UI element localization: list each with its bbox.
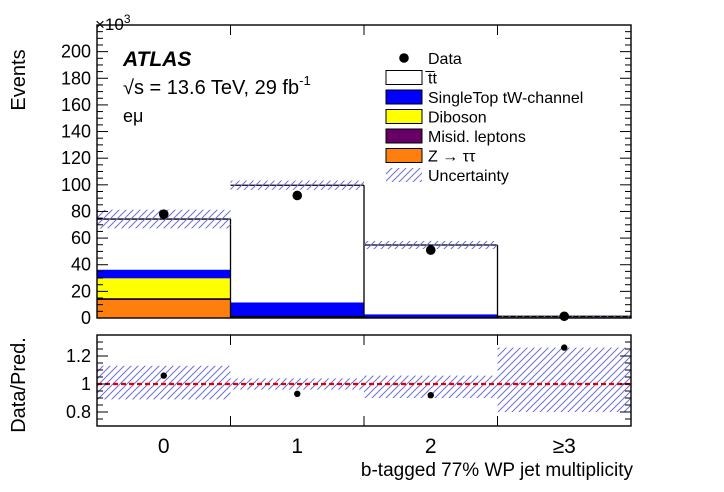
x-tick-label-0: 0 [158, 435, 170, 458]
ratio-y-axis-label: Data/Pred. [8, 337, 30, 433]
x-tick-label-3: ≥3 [553, 435, 576, 458]
atlas-label: ATLAS [122, 48, 191, 71]
legend-label-0: Data [428, 51, 462, 68]
channel-label: eμ [123, 106, 143, 126]
data-point-1 [292, 190, 303, 201]
x-tick-label-2: 2 [425, 435, 437, 458]
legend-marker-1 [385, 70, 423, 85]
legend-label-2: SingleTop tW-channel [428, 90, 583, 107]
x-axis-label: b-tagged 77% WP jet multiplicity [361, 460, 634, 481]
main-y-tick-label-40: 40 [71, 255, 91, 275]
legend-marker-4 [385, 128, 423, 144]
main-y-tick-label-80: 80 [71, 201, 91, 221]
main-y-axis-label: Events [8, 49, 30, 110]
energy-luminosity-label: √s = 13.6 TeV, 29 fb-1 [123, 73, 311, 99]
main-y-tick-label-20: 20 [71, 281, 91, 301]
legend-label-5: Z → ττ [428, 149, 476, 166]
ratio-panel: 0.8 1 1.2 0 1 2 ≥3 [66, 334, 632, 458]
y-scale-factor: ×103 [95, 12, 131, 34]
ratio-y-tick-label-1.2: 1.2 [66, 346, 91, 366]
ratio-point-2 [427, 392, 434, 399]
main-y-tick-label-100: 100 [61, 175, 91, 195]
uncertainty-band-0 [97, 209, 231, 229]
legend-label-6: Uncertainty [428, 168, 509, 185]
uncertainty-band-2 [364, 241, 498, 250]
main-y-tick-label-160: 160 [61, 95, 91, 115]
data-point-3 [559, 311, 570, 322]
legend-label-3: Diboson [428, 110, 487, 127]
ratio-point-3 [561, 344, 568, 351]
ratio-uncertainty-2 [364, 375, 498, 398]
data-point-0 [158, 209, 169, 219]
legend-marker-0 [399, 53, 409, 63]
main-y-tick-label-180: 180 [61, 68, 91, 88]
ratio-point-1 [294, 390, 301, 397]
ratio-y-tick-label-1: 1 [81, 374, 91, 394]
data-point-2 [425, 245, 436, 255]
stack-bar-4-2 [364, 245, 498, 315]
ratio-uncertainty-3 [497, 347, 631, 412]
legend-marker-5 [385, 148, 423, 163]
stack-bar-2-0 [97, 278, 231, 299]
legend: Data t̅t SingleTop tW-channel Diboson Misid.… [385, 51, 583, 185]
ratio-point-0 [160, 372, 167, 379]
main-y-tick-label-140: 140 [61, 122, 91, 142]
ratio-y-tick-label-0.8: 0.8 [66, 402, 91, 422]
stack-bar-3-1 [230, 302, 364, 317]
legend-marker-2 [385, 89, 423, 105]
ratio-uncertainty-0 [97, 365, 231, 400]
stack-bar-0-0 [97, 300, 231, 318]
main-y-tick-label-0: 0 [81, 308, 91, 328]
stack-bar-3-0 [97, 269, 231, 279]
uncertainty-band-1 [230, 180, 364, 190]
legend-marker-3 [385, 109, 423, 124]
main-y-tick-label-60: 60 [71, 228, 91, 248]
main-y-tick-label-200: 200 [61, 42, 91, 62]
stack-bar-3-2 [364, 314, 498, 318]
main-y-tick-label-120: 120 [61, 148, 91, 168]
stack-bar-4-1 [230, 185, 364, 303]
legend-label-1: t̅t [425, 70, 437, 87]
main-panel: 0 20 40 60 80 100 120 140 160 180 200 [61, 24, 632, 328]
legend-marker-6 [386, 168, 422, 182]
legend-label-4: Misid. leptons [428, 129, 526, 146]
x-tick-label-1: 1 [291, 435, 303, 458]
